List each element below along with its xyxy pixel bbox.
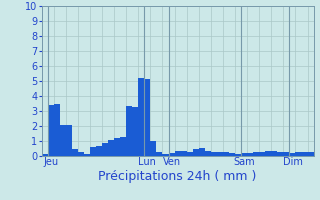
Bar <box>126 106 132 156</box>
Bar <box>54 104 60 156</box>
Bar <box>265 151 271 156</box>
Bar <box>253 152 259 156</box>
Bar <box>72 148 78 156</box>
Bar <box>229 153 235 156</box>
Bar <box>163 154 169 156</box>
Bar <box>84 154 90 156</box>
Bar <box>78 152 84 156</box>
Bar <box>271 151 277 156</box>
Bar <box>247 153 253 156</box>
Bar <box>102 142 108 156</box>
Bar <box>223 152 229 156</box>
Bar <box>259 152 265 156</box>
Bar <box>217 152 223 156</box>
Bar <box>156 152 163 156</box>
Bar <box>241 153 247 156</box>
Bar <box>277 152 284 156</box>
Bar <box>42 154 48 156</box>
Bar <box>211 152 217 156</box>
Bar <box>90 147 96 156</box>
Bar <box>301 152 308 156</box>
Bar <box>308 152 314 156</box>
Bar <box>150 141 156 156</box>
Bar <box>120 137 126 156</box>
Bar <box>66 124 72 156</box>
Bar <box>132 106 138 156</box>
Bar <box>108 140 114 156</box>
Bar <box>60 125 66 156</box>
Bar <box>205 151 211 156</box>
X-axis label: Précipitations 24h ( mm ): Précipitations 24h ( mm ) <box>99 170 257 183</box>
Bar <box>187 152 193 156</box>
Bar <box>180 151 187 156</box>
Bar <box>289 153 295 156</box>
Bar <box>169 153 175 156</box>
Bar <box>175 151 180 156</box>
Bar <box>199 148 205 156</box>
Bar <box>96 146 102 156</box>
Bar <box>138 78 144 156</box>
Bar <box>295 152 301 156</box>
Bar <box>144 79 150 156</box>
Bar <box>193 148 199 156</box>
Bar <box>235 154 241 156</box>
Bar <box>114 138 120 156</box>
Bar <box>284 152 289 156</box>
Bar <box>48 105 54 156</box>
